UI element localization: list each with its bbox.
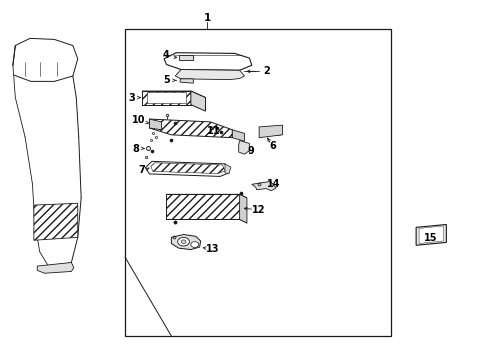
Text: 5: 5 <box>163 75 169 85</box>
Text: 1: 1 <box>203 13 210 23</box>
Polygon shape <box>142 91 190 105</box>
Text: 14: 14 <box>266 179 280 189</box>
Text: 8: 8 <box>133 144 140 154</box>
Text: 15: 15 <box>423 233 437 243</box>
Polygon shape <box>238 140 249 154</box>
Polygon shape <box>175 69 244 80</box>
Text: 3: 3 <box>128 93 135 103</box>
Text: 9: 9 <box>247 145 254 156</box>
Polygon shape <box>418 226 443 243</box>
Polygon shape <box>166 194 246 198</box>
Circle shape <box>190 242 198 247</box>
Polygon shape <box>415 225 446 245</box>
Text: 13: 13 <box>205 244 219 254</box>
Polygon shape <box>180 79 193 83</box>
Text: 7: 7 <box>139 165 145 175</box>
Polygon shape <box>151 163 224 174</box>
Text: 10: 10 <box>132 115 145 125</box>
Polygon shape <box>171 234 200 249</box>
Text: 2: 2 <box>263 66 269 76</box>
Polygon shape <box>149 119 232 138</box>
Text: 12: 12 <box>252 206 265 216</box>
Polygon shape <box>190 91 205 111</box>
Polygon shape <box>224 164 230 174</box>
Polygon shape <box>37 262 74 273</box>
Polygon shape <box>34 203 78 240</box>
Text: 4: 4 <box>162 50 168 60</box>
Circle shape <box>181 240 185 243</box>
Text: 6: 6 <box>269 141 276 151</box>
Polygon shape <box>145 161 228 176</box>
Polygon shape <box>239 194 246 223</box>
Bar <box>125 30 390 336</box>
Polygon shape <box>163 53 251 70</box>
Circle shape <box>177 237 189 246</box>
Polygon shape <box>232 130 244 141</box>
Polygon shape <box>259 125 282 138</box>
Polygon shape <box>251 181 276 191</box>
Polygon shape <box>178 55 193 59</box>
Polygon shape <box>166 194 239 220</box>
Text: 11: 11 <box>206 126 220 135</box>
Polygon shape <box>149 119 161 130</box>
Polygon shape <box>147 92 185 103</box>
Polygon shape <box>142 91 205 98</box>
